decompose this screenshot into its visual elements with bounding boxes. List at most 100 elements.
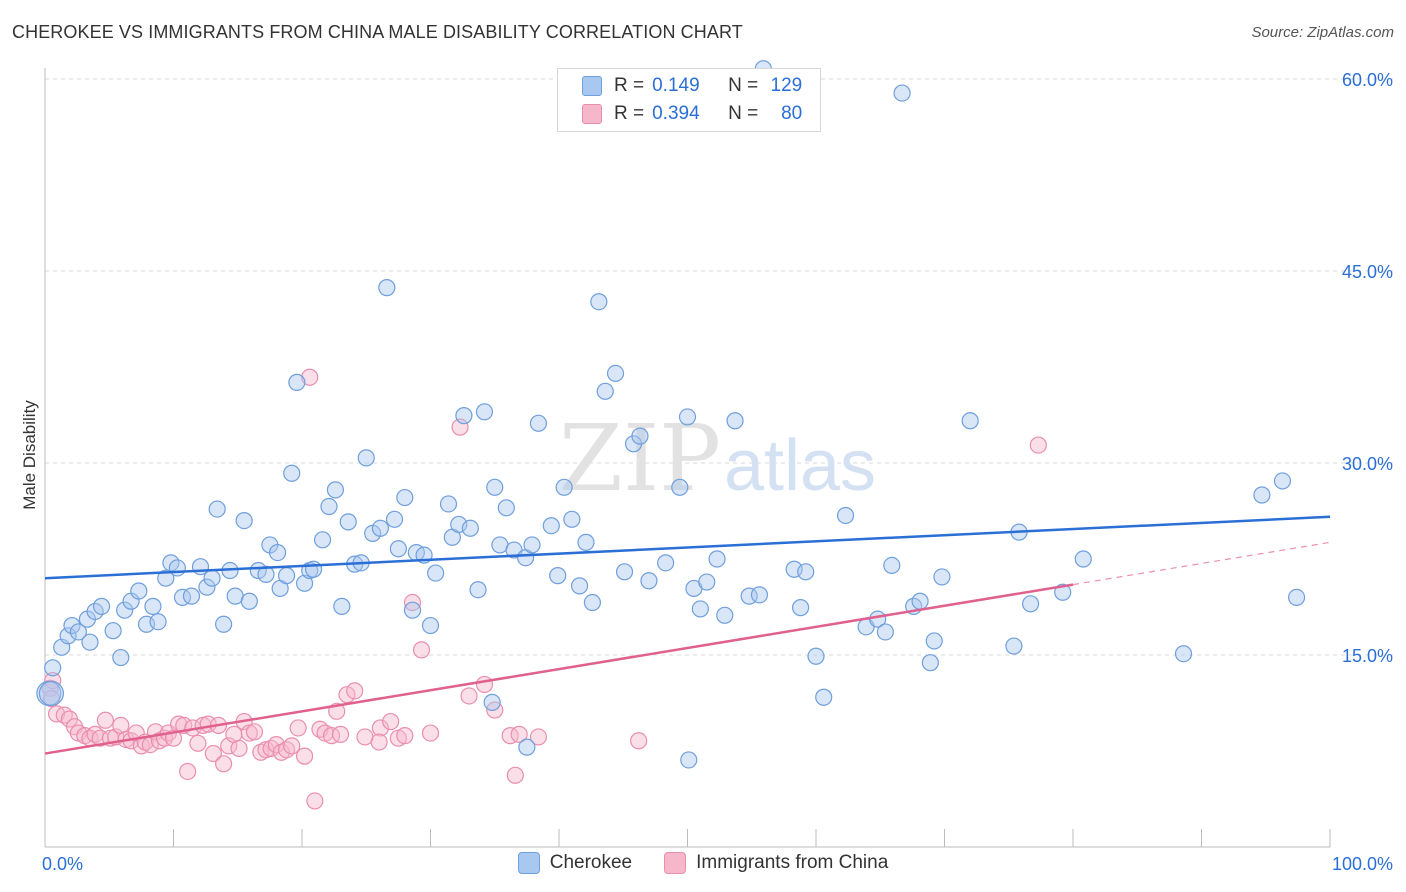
point-cherokee xyxy=(606,364,625,382)
point-cherokee xyxy=(371,519,389,537)
cherokee-swatch xyxy=(582,76,602,96)
point-cherokee xyxy=(295,574,314,592)
point-cherokee xyxy=(475,403,494,421)
point-cherokee xyxy=(542,517,560,535)
point-cherokee xyxy=(104,622,122,640)
point-cherokee xyxy=(168,559,186,577)
y-tick-label: 45.0% xyxy=(1342,262,1393,282)
point-cherokee xyxy=(396,488,414,507)
point-immigrants-from-china xyxy=(630,732,648,750)
point-immigrants-from-china xyxy=(289,719,307,737)
point-cherokee xyxy=(385,510,404,528)
point-cherokee xyxy=(403,601,422,619)
correlation-legend: R = 0.149 N = 129 R = 0.394 N = 80 xyxy=(557,68,821,132)
point-cherokee xyxy=(320,497,338,516)
point-immigrants-from-china xyxy=(306,792,324,810)
point-immigrants-from-china xyxy=(331,725,350,743)
point-cherokee xyxy=(182,587,201,605)
point-cherokee xyxy=(149,613,167,631)
point-cherokee xyxy=(486,478,504,496)
point-cherokee xyxy=(257,565,275,583)
point-immigrants-from-china xyxy=(506,766,524,784)
y-tick-label: 30.0% xyxy=(1342,454,1393,474)
point-cherokee xyxy=(657,554,675,572)
point-cherokee xyxy=(439,495,458,513)
point-cherokee xyxy=(112,648,130,667)
trend-lines xyxy=(44,515,1331,755)
point-cherokee xyxy=(469,581,487,599)
point-cherokee xyxy=(339,513,357,531)
point-cherokee xyxy=(249,561,267,580)
point-cherokee xyxy=(304,560,323,578)
point-cherokee xyxy=(427,564,445,582)
point-cherokee xyxy=(583,593,602,612)
point-cherokee xyxy=(235,511,253,530)
point-cherokee xyxy=(81,633,99,651)
point-cherokee xyxy=(807,647,825,665)
legend-r-label: R = xyxy=(614,103,645,124)
point-immigrants-from-china xyxy=(382,712,400,731)
trend-line-immigrants xyxy=(44,583,1074,755)
point-cherokee xyxy=(836,506,855,525)
trend-line-cherokee xyxy=(44,515,1331,580)
point-cherokee xyxy=(911,592,929,610)
point-cherokee xyxy=(708,550,726,568)
point-cherokee xyxy=(63,616,81,635)
tick-labels: 15.0% 30.0% 45.0% 60.0% 0.0% 100.0% xyxy=(42,70,1393,874)
trend-line-immigrants-extrapolated xyxy=(1072,541,1331,586)
point-immigrants-from-china xyxy=(230,739,248,758)
point-cherokee xyxy=(529,414,548,432)
point-cherokee xyxy=(198,578,216,596)
point-cherokee xyxy=(750,586,769,604)
y-tick-label: 15.0% xyxy=(1342,646,1393,666)
y-tick-label: 60.0% xyxy=(1342,70,1393,90)
point-immigrants-from-china xyxy=(396,727,414,745)
point-immigrants-from-china xyxy=(295,747,314,765)
point-cherokee xyxy=(925,632,943,650)
point-cherokee xyxy=(615,563,634,581)
point-cherokee xyxy=(1021,595,1040,613)
point-cherokee xyxy=(116,601,134,619)
point-cherokee xyxy=(876,623,894,641)
point-immigrants-from-china xyxy=(96,711,114,729)
point-cherokee xyxy=(313,531,332,549)
legend-n-label: N = xyxy=(728,103,759,124)
point-cherokee xyxy=(671,478,689,496)
point-cherokee xyxy=(698,573,716,591)
legend-row-cherokee: R = 0.149 N = 129 xyxy=(582,73,802,99)
legend-r-value: 0.149 xyxy=(652,75,700,96)
point-cherokee xyxy=(570,577,589,595)
series-cherokee xyxy=(36,60,1306,769)
source-label: Source: ZipAtlas.com xyxy=(1251,24,1394,41)
legend-item-label: Immigrants from China xyxy=(696,852,889,873)
immigrants-legend-swatch xyxy=(664,852,687,874)
legend-r-value: 0.394 xyxy=(652,103,700,124)
point-cherokee xyxy=(144,597,162,615)
legend-n-label: N = xyxy=(728,75,759,96)
point-cherokee xyxy=(277,567,296,585)
point-cherokee xyxy=(240,592,258,610)
point-immigrants-from-china xyxy=(460,687,478,705)
point-cherokee xyxy=(69,623,88,641)
axes xyxy=(44,68,1331,848)
point-cherokee xyxy=(461,519,479,537)
point-cherokee xyxy=(38,680,65,707)
point-cherokee xyxy=(288,373,306,391)
point-cherokee xyxy=(815,688,833,706)
point-immigrants-from-china xyxy=(301,368,319,386)
legend-row-immigrants: R = 0.394 N = 80 xyxy=(582,101,802,127)
point-cherokee xyxy=(678,408,697,426)
chart-title: CHEROKEE VS IMMIGRANTS FROM CHINA MALE D… xyxy=(12,22,743,42)
point-cherokee xyxy=(1005,637,1023,655)
point-cherokee xyxy=(893,84,911,102)
series-legend: Cherokee Immigrants from China xyxy=(0,852,1406,874)
legend-item-label: Cherokee xyxy=(549,852,633,873)
point-cherokee xyxy=(208,500,226,518)
point-cherokee xyxy=(483,693,501,711)
point-cherokee xyxy=(1054,583,1072,601)
point-cherokee xyxy=(716,606,734,624)
point-cherokee xyxy=(215,615,233,633)
point-immigrants-from-china xyxy=(179,762,197,781)
point-cherokee xyxy=(157,569,175,587)
point-immigrants-from-china xyxy=(215,755,233,773)
